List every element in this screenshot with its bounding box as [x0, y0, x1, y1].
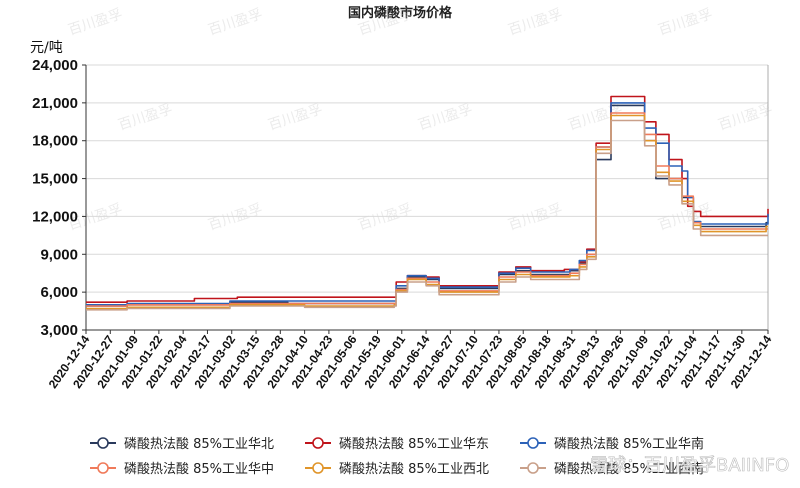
- legend-label: 磷酸热法酸 85%工业华中: [124, 462, 274, 477]
- series-line-6: [86, 119, 768, 311]
- watermark-repeat: 百川盈孚: [206, 6, 264, 39]
- legend-item: 磷酸热法酸 85%工业西北: [305, 462, 489, 477]
- legend-label: 磷酸热法酸 85%工业华南: [554, 436, 704, 452]
- legend-swatch-marker: [527, 462, 539, 474]
- legend-label: 磷酸热法酸 85%工业华东: [339, 437, 489, 452]
- y-tick-label: 15,000: [32, 171, 78, 188]
- legend-label: 磷酸热法酸 85%工业华北: [124, 437, 274, 452]
- watermark-repeat: 百川盈孚: [716, 101, 774, 134]
- watermark-repeat: 百川盈孚: [416, 101, 474, 134]
- legend-item: 磷酸热法酸 85%工业华中: [90, 462, 274, 477]
- y-tick-label: 18,000: [32, 133, 78, 150]
- watermark-repeat: 百川盈孚: [66, 6, 124, 39]
- x-tick-labels: 2020-12-142020-12-272021-01-092021-01-22…: [46, 330, 775, 391]
- y-tick-label: 3,000: [40, 322, 78, 339]
- legend-swatch-marker: [97, 437, 109, 449]
- y-tick-label: 12,000: [32, 208, 78, 225]
- xueqiu-watermark: 雪球：百川盈孚BAIINFO: [590, 455, 789, 476]
- chart-title: 国内磷酸市场价格: [348, 5, 453, 21]
- y-axis-unit-label: 元/吨: [30, 40, 63, 56]
- legend: 磷酸热法酸 85%工业华北 磷酸热法酸 85%工业华东 磷酸热法酸 85%工业华南磷…: [90, 436, 704, 477]
- legend-label: 磷酸热法酸 85%工业西北: [339, 462, 489, 477]
- legend-swatch-marker: [312, 462, 324, 474]
- watermark-repeat: 百川盈孚: [206, 201, 264, 234]
- legend-label: 磷酸热法酸 85%工业西南: [554, 461, 704, 477]
- watermark-repeat: 百川盈孚: [266, 101, 324, 134]
- y-tick-label: 9,000: [40, 246, 78, 263]
- series-lines: [86, 95, 769, 311]
- watermark-repeat: 百川盈孚: [356, 201, 414, 234]
- legend-item: 磷酸热法酸 85%工业西南: [520, 461, 704, 477]
- watermark-repeat: 百川盈孚: [116, 101, 174, 134]
- legend-item: 磷酸热法酸 85%工业华北: [90, 437, 274, 452]
- y-tick-label: 21,000: [32, 95, 78, 112]
- legend-item: 磷酸热法酸 85%工业华东: [305, 437, 489, 452]
- series-line-1: [86, 104, 768, 307]
- legend-item: 磷酸热法酸 85%工业华南: [520, 436, 704, 452]
- legend-swatch-marker: [527, 437, 539, 449]
- watermark-repeat: 百川盈孚: [656, 6, 714, 39]
- y-tick-label: 6,000: [40, 284, 78, 301]
- legend-swatch-marker: [312, 437, 324, 449]
- y-tick-label: 24,000: [32, 57, 78, 74]
- watermark-repeat: 百川盈孚: [506, 6, 564, 39]
- series-line-3: [86, 102, 769, 306]
- y-tick-labels: 3,000 6,000 9,000 12,000 15,000 18,000 21,000 2…: [32, 57, 78, 339]
- axes: [85, 65, 769, 331]
- gridlines: [82, 64, 768, 331]
- series-line-5: [86, 114, 768, 310]
- watermark-repeat: 百川盈孚: [506, 201, 564, 234]
- legend-swatch-marker: [97, 462, 109, 474]
- series-line-4: [86, 112, 768, 307]
